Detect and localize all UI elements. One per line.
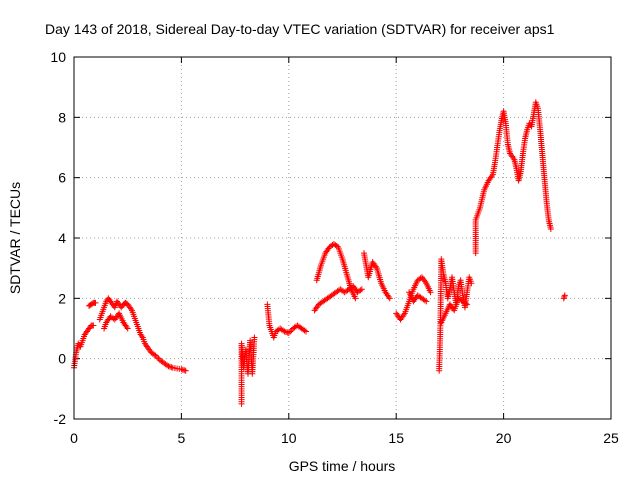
data-point: [464, 301, 471, 308]
data-point: [301, 327, 308, 334]
data-point: [423, 298, 430, 305]
x-tick-label: 20: [496, 430, 512, 446]
y-axis-label: SDTVAR / TECUs: [7, 182, 23, 294]
data-point: [251, 334, 258, 341]
y-tick-label: 2: [58, 290, 66, 306]
data-point: [302, 328, 309, 335]
x-tick-label: 15: [388, 430, 404, 446]
data-point: [168, 364, 175, 371]
x-tick-label: 10: [281, 430, 297, 446]
data-point: [282, 329, 289, 336]
data-point: [181, 367, 188, 374]
y-tick-label: -2: [54, 411, 67, 427]
x-tick-labels: 0 5 10 15 20 25: [70, 430, 619, 446]
y-tick-labels: -2 0 2 4 6 8 10: [50, 49, 66, 427]
y-tick-label: 6: [58, 170, 66, 186]
data-point: [358, 286, 365, 293]
chart-title: Day 143 of 2018, Sidereal Day-to-day VTE…: [45, 21, 555, 37]
data-point: [124, 325, 131, 332]
plot-frame: [73, 56, 612, 420]
y-tick-label: 10: [50, 49, 66, 65]
data-point: [182, 367, 189, 374]
data-point: [468, 280, 475, 287]
data-point: [281, 328, 288, 335]
data-point: [179, 366, 186, 373]
data-point: [166, 363, 173, 370]
data-point: [357, 287, 364, 294]
data-point: [333, 243, 340, 250]
grid-lines: [74, 57, 611, 419]
y-tick-label: 8: [58, 109, 66, 125]
data-point: [421, 297, 428, 304]
y-tick-label: 0: [58, 351, 66, 367]
data-point: [417, 275, 424, 282]
data-point: [352, 295, 359, 302]
data-points: [71, 99, 568, 407]
data-point: [427, 289, 434, 296]
data-point: [386, 295, 393, 302]
x-tick-label: 0: [70, 430, 78, 446]
data-point: [287, 328, 294, 335]
data-point: [462, 300, 469, 307]
x-axis-label: GPS time / hours: [289, 458, 396, 474]
x-tick-label: 25: [603, 430, 619, 446]
data-point: [285, 330, 292, 337]
data-point: [92, 299, 99, 306]
data-point: [90, 322, 97, 329]
data-point: [547, 225, 554, 232]
x-tick-label: 5: [178, 430, 186, 446]
data-point: [284, 329, 291, 336]
y-tick-label: 4: [58, 230, 66, 246]
data-point: [560, 295, 567, 302]
data-point: [561, 292, 568, 299]
data-point: [151, 351, 158, 358]
data-point: [561, 293, 568, 300]
data-point: [110, 315, 117, 322]
data-point: [165, 363, 172, 370]
data-point: [178, 366, 185, 373]
